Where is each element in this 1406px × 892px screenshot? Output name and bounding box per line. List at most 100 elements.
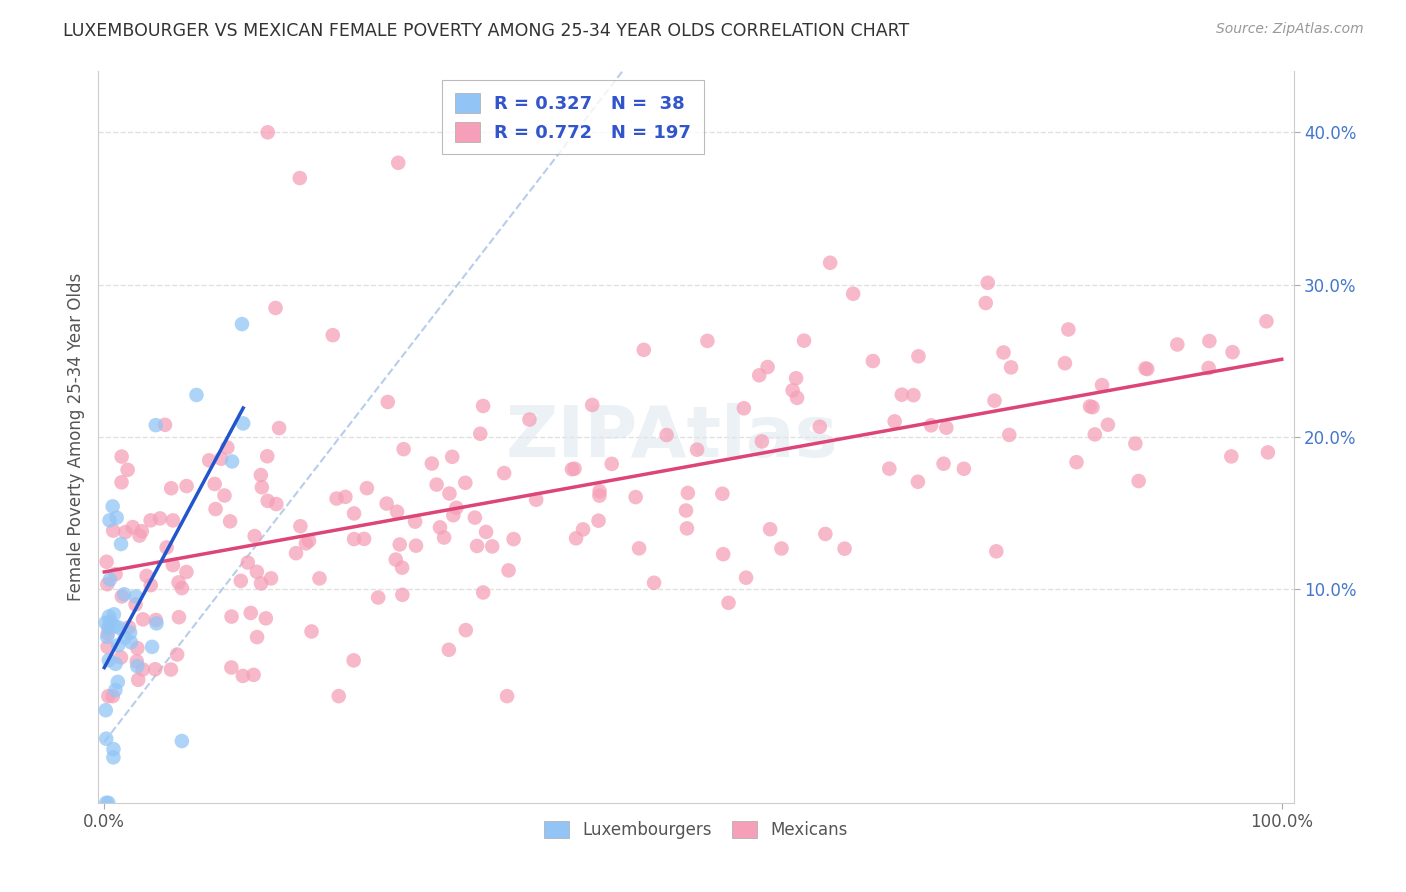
Point [343, 532, 366, 546]
Point [242, 668, 264, 682]
Point [588, 484, 610, 499]
Point [308, 571, 330, 585]
Point [132, 663, 155, 677]
Point [236, 556, 259, 570]
Point [391, 560, 413, 574]
Legend: Luxembourgers, Mexicans: Luxembourgers, Mexicans [537, 814, 855, 846]
Point [391, 588, 413, 602]
Point [96, 630, 118, 644]
Point [384, 552, 406, 566]
Point [565, 531, 588, 545]
Point [101, 689, 124, 703]
Point [229, 574, 252, 588]
Point [1135, 361, 1157, 376]
Point [751, 434, 773, 449]
Point [285, 546, 308, 560]
Point [97, 609, 120, 624]
Point [1081, 401, 1104, 415]
Text: ZIPAtlas: ZIPAtlas [506, 402, 838, 472]
Point [907, 475, 929, 489]
Point [104, 619, 127, 633]
Point [1136, 362, 1159, 376]
Point [219, 514, 242, 528]
Point [108, 621, 131, 635]
Point [404, 515, 426, 529]
Point [439, 486, 461, 500]
Point [675, 503, 697, 517]
Point [127, 641, 149, 656]
Point [214, 489, 236, 503]
Point [519, 412, 541, 426]
Point [890, 387, 912, 401]
Point [256, 125, 278, 139]
Point [1198, 361, 1220, 376]
Point [104, 567, 127, 582]
Point [110, 475, 132, 490]
Point [111, 450, 134, 464]
Point [290, 519, 312, 533]
Point [385, 505, 408, 519]
Point [167, 610, 190, 624]
Point [127, 673, 149, 687]
Point [454, 475, 477, 490]
Point [160, 663, 183, 677]
Point [105, 510, 128, 524]
Point [125, 654, 148, 668]
Point [343, 507, 366, 521]
Point [139, 578, 162, 592]
Point [1256, 314, 1278, 328]
Point [1198, 334, 1220, 348]
Point [221, 660, 243, 674]
Point [107, 674, 129, 689]
Point [204, 502, 226, 516]
Point [600, 457, 623, 471]
Point [377, 395, 399, 409]
Point [498, 563, 520, 577]
Point [842, 286, 865, 301]
Point [356, 481, 378, 495]
Point [97, 626, 120, 640]
Point [454, 623, 477, 637]
Point [209, 451, 232, 466]
Point [748, 368, 770, 383]
Point [217, 441, 239, 455]
Point [110, 650, 132, 665]
Point [256, 494, 278, 508]
Point [97, 689, 120, 703]
Point [437, 642, 460, 657]
Point [1084, 427, 1107, 442]
Point [1257, 445, 1279, 459]
Point [441, 450, 464, 464]
Point [1097, 417, 1119, 432]
Point [446, 500, 468, 515]
Point [733, 401, 755, 416]
Point [176, 565, 198, 579]
Point [120, 635, 142, 649]
Point [711, 487, 734, 501]
Point [785, 371, 807, 385]
Point [156, 541, 179, 555]
Point [676, 521, 699, 535]
Point [167, 575, 190, 590]
Point [264, 301, 287, 315]
Point [572, 522, 595, 536]
Point [117, 463, 139, 477]
Point [472, 585, 495, 599]
Point [343, 653, 366, 667]
Point [98, 513, 121, 527]
Point [288, 171, 311, 186]
Point [97, 796, 120, 810]
Point [204, 477, 226, 491]
Point [128, 528, 150, 542]
Point [266, 497, 288, 511]
Point [335, 490, 357, 504]
Point [879, 461, 901, 475]
Point [118, 625, 141, 640]
Point [756, 359, 779, 374]
Point [983, 393, 1005, 408]
Point [433, 531, 456, 545]
Point [711, 547, 734, 561]
Point [696, 334, 718, 348]
Point [588, 514, 610, 528]
Point [111, 590, 134, 604]
